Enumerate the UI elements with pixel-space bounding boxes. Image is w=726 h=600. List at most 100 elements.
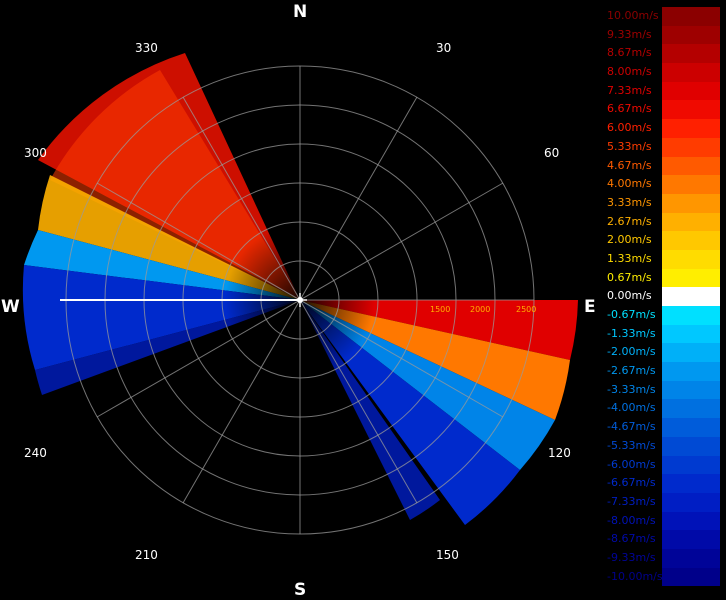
legend-label: 4.00m/s bbox=[607, 177, 652, 191]
legend-label: 0.67m/s bbox=[607, 270, 652, 284]
legend-label: -8.00m/s bbox=[607, 513, 656, 527]
legend-label: -2.67m/s bbox=[607, 364, 656, 378]
legend-row: 2.67m/s bbox=[604, 212, 722, 232]
compass-east: E bbox=[584, 297, 596, 317]
legend-swatch bbox=[662, 287, 720, 306]
range-label-1500: 1500 bbox=[430, 305, 450, 314]
legend-label: -3.33m/s bbox=[607, 382, 656, 396]
legend-label: 10.00m/s bbox=[607, 9, 659, 22]
legend-label: -2.00m/s bbox=[607, 345, 656, 359]
legend-label: 3.33m/s bbox=[607, 195, 652, 209]
legend-swatch bbox=[662, 548, 720, 568]
azimuth-label-30: 30 bbox=[436, 41, 452, 55]
legend-row: 2.00m/s bbox=[604, 231, 722, 250]
legend-label: 2.67m/s bbox=[607, 214, 652, 228]
legend-row: -2.67m/s bbox=[604, 362, 722, 381]
range-label-2500: 2500 bbox=[516, 305, 536, 314]
legend-label: -9.33m/s bbox=[607, 550, 656, 564]
legend-label: 7.33m/s bbox=[607, 83, 652, 97]
legend-row: -1.33m/s bbox=[604, 324, 722, 344]
legend-label: 8.00m/s bbox=[607, 65, 652, 79]
legend-swatch bbox=[662, 193, 720, 213]
legend-swatch bbox=[662, 474, 720, 493]
legend-row: 3.33m/s bbox=[604, 193, 722, 213]
legend-swatch bbox=[662, 380, 720, 400]
legend-swatch bbox=[662, 175, 720, 194]
legend-row: -3.33m/s bbox=[604, 380, 722, 400]
legend-swatch bbox=[662, 100, 720, 120]
legend-row: 10.00m/s bbox=[604, 7, 722, 26]
azimuth-label-330: 330 bbox=[135, 41, 158, 55]
legend-row: 0.00m/s bbox=[604, 287, 722, 306]
legend-swatch bbox=[662, 567, 720, 587]
legend-swatch bbox=[662, 306, 720, 325]
compass-south: S bbox=[294, 580, 307, 600]
legend-label: -1.33m/s bbox=[607, 326, 656, 340]
legend-swatch bbox=[662, 7, 720, 26]
legend-label: 1.33m/s bbox=[607, 251, 652, 265]
radar-center-marker bbox=[293, 293, 307, 307]
legend-row: 8.00m/s bbox=[604, 63, 722, 82]
legend-label: -6.00m/s bbox=[607, 457, 656, 471]
legend-swatch bbox=[662, 324, 720, 344]
legend-label: 5.33m/s bbox=[607, 139, 652, 153]
legend-row: 6.67m/s bbox=[604, 100, 722, 120]
legend-row: -6.00m/s bbox=[604, 455, 722, 475]
legend-row: -5.33m/s bbox=[604, 436, 722, 456]
legend-row: 0.67m/s bbox=[604, 268, 722, 288]
legend-label: -4.67m/s bbox=[607, 420, 656, 434]
legend-label: -4.00m/s bbox=[607, 401, 656, 415]
legend-row: 4.00m/s bbox=[604, 175, 722, 194]
legend-swatch bbox=[662, 492, 720, 512]
azimuth-label-150: 150 bbox=[436, 548, 459, 562]
legend-swatch bbox=[662, 231, 720, 250]
legend-swatch bbox=[662, 156, 720, 176]
legend-label: -6.67m/s bbox=[607, 476, 656, 490]
legend-swatch bbox=[662, 44, 720, 64]
legend-label: 6.00m/s bbox=[607, 121, 652, 135]
legend-row: 4.67m/s bbox=[604, 156, 722, 176]
legend-row: -9.33m/s bbox=[604, 548, 722, 568]
range-label-2000: 2000 bbox=[470, 305, 490, 314]
legend-row: -8.00m/s bbox=[604, 511, 722, 531]
legend-swatch bbox=[662, 343, 720, 363]
legend-swatch bbox=[662, 25, 720, 45]
legend-swatch bbox=[662, 268, 720, 288]
legend-swatch bbox=[662, 119, 720, 138]
legend-row: -6.67m/s bbox=[604, 474, 722, 493]
legend-swatch bbox=[662, 362, 720, 381]
azimuth-label-120: 120 bbox=[548, 446, 571, 460]
legend-label: -5.33m/s bbox=[607, 438, 656, 452]
legend-label: 8.67m/s bbox=[607, 46, 652, 60]
legend-swatch bbox=[662, 249, 720, 269]
legend-row: -0.67m/s bbox=[604, 306, 722, 325]
legend-row: 9.33m/s bbox=[604, 25, 722, 45]
legend-row: 7.33m/s bbox=[604, 81, 722, 101]
compass-north: N bbox=[293, 2, 308, 22]
legend-swatch bbox=[662, 455, 720, 475]
radar-velocity-plot: 1500 2000 2500 bbox=[0, 0, 600, 600]
legend-swatch bbox=[662, 63, 720, 82]
legend-row: 6.00m/s bbox=[604, 119, 722, 138]
legend-row: -4.00m/s bbox=[604, 399, 722, 419]
azimuth-label-60: 60 bbox=[544, 146, 560, 160]
legend-label: 2.00m/s bbox=[607, 233, 652, 247]
legend-swatch bbox=[662, 212, 720, 232]
legend-row: -4.67m/s bbox=[604, 418, 722, 437]
legend-swatch bbox=[662, 436, 720, 456]
legend-row: -2.00m/s bbox=[604, 343, 722, 363]
legend-swatch bbox=[662, 137, 720, 157]
legend-swatch bbox=[662, 511, 720, 531]
legend-label: 4.67m/s bbox=[607, 158, 652, 172]
legend-swatch bbox=[662, 399, 720, 419]
velocity-color-legend: 10.00m/s 9.33m/s 8.67m/s 8.00m/s 7.33m/s 6.67… bbox=[604, 7, 722, 587]
azimuth-label-210: 210 bbox=[135, 548, 158, 562]
legend-label: 9.33m/s bbox=[607, 27, 652, 41]
legend-label: -7.33m/s bbox=[607, 494, 656, 508]
legend-label: -8.67m/s bbox=[607, 532, 656, 546]
legend-row: 8.67m/s bbox=[604, 44, 722, 64]
legend-row: -7.33m/s bbox=[604, 492, 722, 512]
legend-swatch bbox=[662, 530, 720, 549]
legend-row: 5.33m/s bbox=[604, 137, 722, 157]
legend-swatch bbox=[662, 418, 720, 437]
